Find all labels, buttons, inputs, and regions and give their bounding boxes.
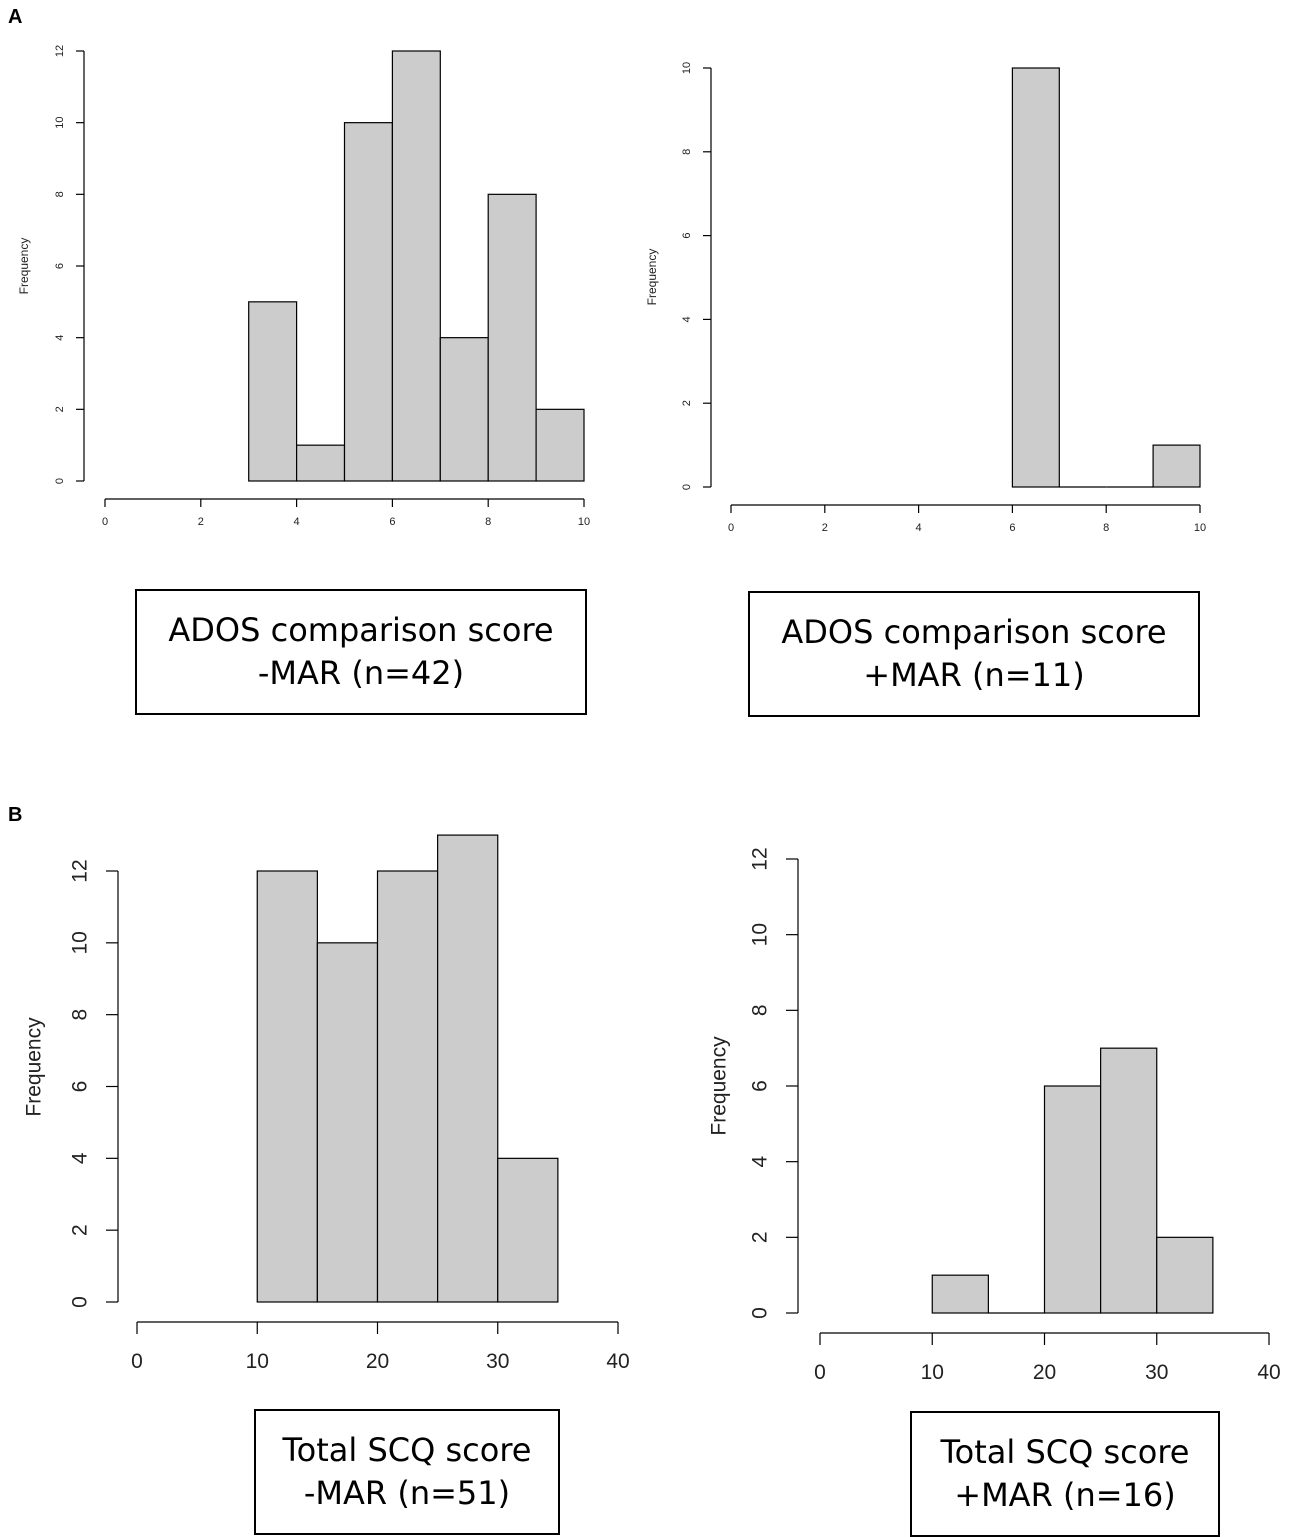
y-tick-label: 8 [749,1004,772,1016]
y-tick-label: 8 [681,149,693,155]
y-tick-label: 4 [681,316,693,322]
x-tick-label: 4 [916,522,922,534]
y-tick-label: 4 [69,1152,92,1164]
y-tick-label: 2 [54,406,66,412]
histogram-bar [439,337,489,482]
caption-line-2: -MAR (n=51) [303,1474,511,1512]
histogram-bar [1152,444,1201,488]
x-tick-label: 10 [1194,522,1206,534]
caption-scq-minus-mar: Total SCQ score -MAR (n=51) [254,1409,560,1535]
y-tick-label: 6 [749,1080,772,1092]
x-tick-label: 10 [921,1361,944,1384]
histogram-bar [1100,1047,1158,1314]
y-tick-label: 4 [749,1156,772,1168]
caption-ados-plus-mar: ADOS comparison score +MAR (n=11) [748,591,1200,717]
y-tick-label: 8 [54,191,66,197]
histogram-bar [316,942,379,1303]
histogram-bar [391,50,441,482]
y-tick-label: 0 [69,1296,92,1308]
caption-scq-plus-mar: Total SCQ score +MAR (n=16) [910,1411,1220,1537]
x-tick-label: 8 [485,516,491,528]
x-tick-label: 2 [822,522,828,534]
x-tick-label: 30 [486,1350,509,1373]
y-tick-label: 0 [749,1307,772,1319]
y-tick-label: 0 [681,484,693,490]
y-tick-label: 12 [749,847,772,870]
y-tick-label: 8 [69,1009,92,1021]
histogram-bar [535,408,585,482]
y-tick-label: 6 [69,1081,92,1093]
histogram-bar [931,1274,989,1314]
x-tick-label: 40 [606,1350,629,1373]
histogram-bar [256,870,318,1303]
histogram-bar [1156,1236,1214,1314]
caption-line-2: +MAR (n=16) [954,1476,1176,1514]
panel-label-b: B [8,804,23,826]
x-tick-label: 20 [1033,1361,1056,1384]
x-tick-label: 2 [198,516,204,528]
y-tick-label: 10 [681,62,693,74]
caption-line-1: Total SCQ score [940,1432,1190,1471]
y-tick-label: 6 [681,233,693,239]
histogram-bar [497,1157,559,1303]
x-tick-label: 8 [1103,522,1109,534]
x-tick-label: 6 [1009,522,1015,534]
histogram-bar [487,193,537,482]
histogram-bar [376,870,439,1303]
y-axis-label: Frequency [17,238,31,295]
x-tick-label: 0 [814,1361,826,1384]
x-tick-label: 10 [246,1350,269,1373]
x-tick-label: 40 [1257,1361,1280,1384]
histogram-bar [248,301,298,482]
histogram-bar [437,834,499,1303]
x-tick-label: 0 [131,1350,143,1373]
x-tick-label: 0 [728,522,734,534]
y-tick-label: 0 [54,478,66,484]
y-tick-label: 10 [54,117,66,129]
caption-line-2: +MAR (n=11) [863,656,1085,694]
x-tick-label: 20 [366,1350,389,1373]
y-tick-label: 6 [54,263,66,269]
x-tick-label: 6 [389,516,395,528]
y-tick-label: 2 [69,1224,92,1236]
x-tick-label: 10 [578,516,590,528]
y-tick-label: 12 [54,45,66,57]
x-tick-label: 30 [1145,1361,1168,1384]
histogram-bar [343,122,394,482]
y-axis-label: Frequency [645,249,659,306]
caption-line-1: Total SCQ score [282,1430,532,1469]
y-tick-label: 4 [54,335,66,341]
caption-line-1: ADOS comparison score [168,610,554,649]
panel-label-a: A [8,6,23,28]
y-tick-label: 2 [681,400,693,406]
caption-line-2: -MAR (n=42) [257,654,465,692]
y-axis-label: Frequency [708,1036,731,1136]
y-tick-label: 10 [69,931,92,954]
y-tick-label: 2 [749,1231,772,1243]
histogram-bar [1043,1085,1102,1314]
caption-ados-minus-mar: ADOS comparison score -MAR (n=42) [135,589,587,715]
x-tick-label: 4 [294,516,300,528]
histogram-bar [1011,67,1060,488]
y-axis-label: Frequency [23,1017,46,1117]
y-tick-label: 10 [749,923,772,946]
y-tick-label: 12 [69,859,92,882]
x-tick-label: 0 [102,516,108,528]
caption-line-1: ADOS comparison score [781,612,1167,651]
